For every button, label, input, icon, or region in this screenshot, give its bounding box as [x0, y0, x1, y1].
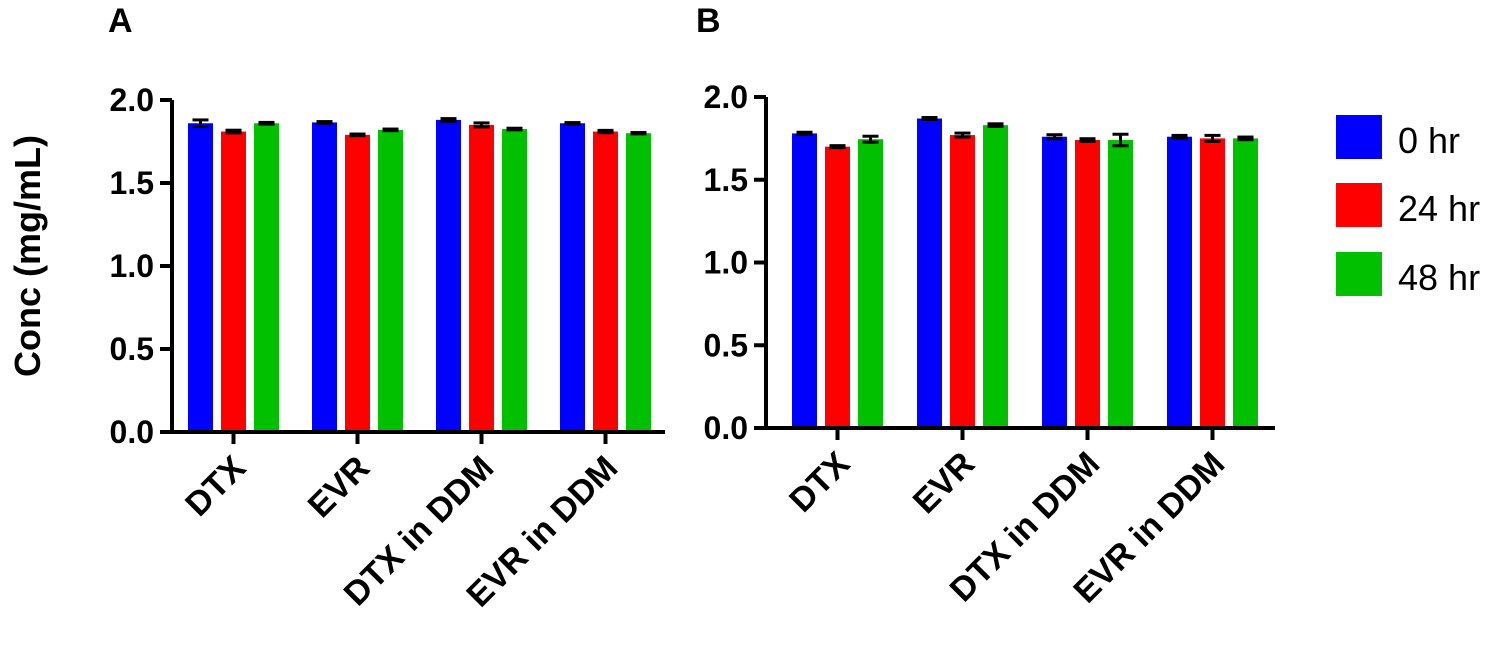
bar-0hr-0 — [792, 133, 817, 428]
y-tick-label: 1.5 — [110, 165, 154, 201]
legend-label-0hr: 0 hr — [1398, 120, 1460, 161]
legend: 0 hr 24 hr 48 hr — [1336, 115, 1480, 298]
y-tick-label: 1.0 — [704, 245, 748, 281]
bar-48hr-3 — [626, 133, 651, 432]
bar-24hr-0 — [825, 146, 850, 428]
panel-a: A Conc (mg/mL) 0.00.51.01.52.0 DTX EVRDTX… — [7, 2, 665, 615]
y-tick-label: 0.5 — [110, 331, 154, 367]
panel-b-axes — [764, 97, 1275, 440]
panel-b-y-ticks: 0.0 0.5 1.0 1.5 2.0 — [704, 79, 766, 446]
panel-a-axes — [170, 100, 665, 444]
y-tick-label: 1.0 — [110, 248, 154, 284]
bar-48hr-0 — [858, 139, 883, 428]
y-tick-label: 2.0 — [704, 79, 748, 115]
bar-0hr-2 — [436, 119, 461, 433]
bar-48hr-2 — [502, 129, 527, 433]
bar-0hr-3 — [560, 123, 585, 433]
bar-24hr-3 — [593, 131, 618, 433]
x-category-label: DTX — [178, 449, 253, 524]
y-tick-label: 0.0 — [110, 414, 154, 450]
bar-48hr-1 — [983, 125, 1008, 428]
panel-b-bars — [792, 116, 1258, 428]
bar-24hr-0 — [221, 131, 246, 433]
y-tick-label: 1.5 — [704, 162, 748, 198]
bar-24hr-2 — [469, 124, 494, 433]
x-category-label: DTX — [782, 445, 857, 520]
bar-0hr-1 — [312, 122, 337, 432]
bar-0hr-1 — [917, 118, 942, 428]
y-tick-label: 0.0 — [704, 410, 748, 446]
legend-label-24hr: 24 hr — [1398, 188, 1480, 229]
panel-b-label: B — [696, 2, 721, 40]
bar-48hr-2 — [1108, 140, 1133, 428]
bar-0hr-0 — [188, 123, 213, 433]
y-tick-label: 2.0 — [110, 82, 154, 118]
bar-0hr-2 — [1042, 136, 1067, 428]
bar-0hr-3 — [1167, 136, 1192, 428]
bar-24hr-1 — [950, 135, 975, 428]
bar-24hr-1 — [345, 134, 370, 433]
panel-a-label: A — [108, 2, 133, 40]
x-category-label: EVR — [301, 449, 377, 525]
x-category-label: EVR — [906, 445, 982, 521]
legend-swatch-24hr — [1336, 183, 1382, 227]
legend-label-48hr: 48 hr — [1398, 257, 1480, 298]
panel-a-bars — [188, 117, 651, 433]
legend-swatch-48hr — [1336, 252, 1382, 296]
bar-48hr-1 — [378, 129, 403, 432]
bar-48hr-0 — [254, 123, 279, 433]
panel-a-y-ticks: 0.0 0.5 1.0 1.5 2.0 — [110, 82, 172, 450]
legend-swatch-0hr — [1336, 115, 1382, 159]
bar-24hr-2 — [1075, 140, 1100, 428]
y-axis-label: Conc (mg/mL) — [7, 135, 48, 377]
y-tick-label: 0.5 — [704, 327, 748, 363]
bar-24hr-3 — [1200, 138, 1225, 428]
bar-48hr-3 — [1233, 138, 1258, 428]
